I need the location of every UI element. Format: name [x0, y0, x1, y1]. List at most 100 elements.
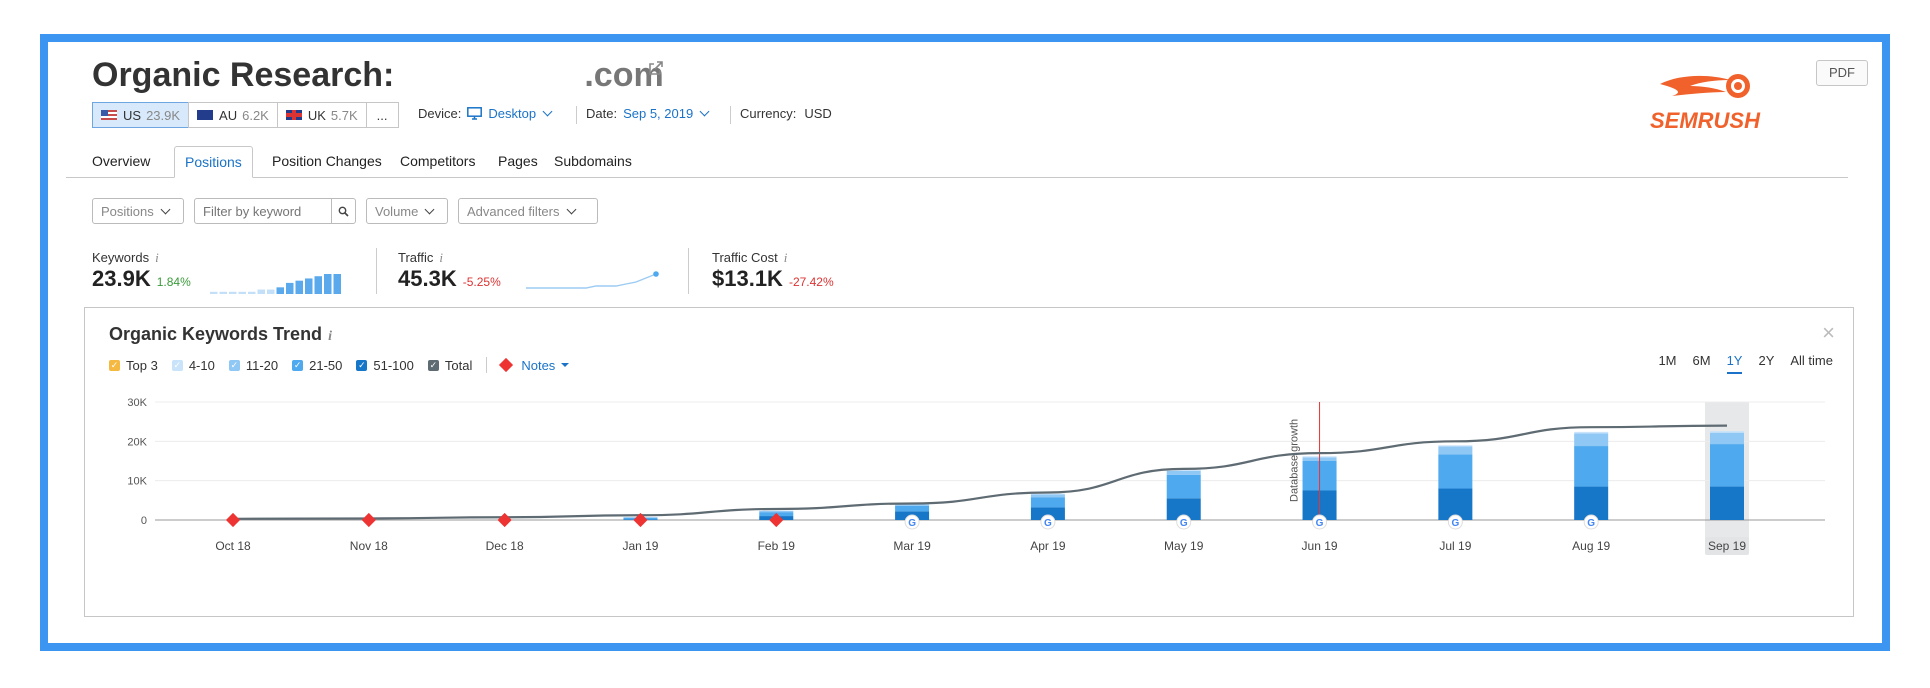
range-1y[interactable]: 1Y	[1726, 353, 1743, 374]
info-icon[interactable]: i	[783, 250, 788, 265]
trend-title: Organic Keywords Trend i	[109, 324, 332, 345]
external-link-icon[interactable]	[648, 60, 664, 76]
x-tick-label: Aug 19	[1572, 539, 1610, 553]
legend-21-50[interactable]: ✓ 21-50	[292, 358, 342, 373]
bar-segment-21-50[interactable]	[1166, 474, 1201, 499]
bar-segment-4-10[interactable]	[759, 510, 794, 512]
bar-segment-51-100[interactable]	[1030, 507, 1065, 520]
bar-segment-11-20[interactable]	[1574, 433, 1609, 447]
db-code: US	[123, 107, 142, 123]
note-marker-icon[interactable]	[769, 512, 784, 528]
pdf-button[interactable]: PDF	[1816, 60, 1868, 86]
range-1m[interactable]: 1M	[1658, 353, 1677, 368]
bar-segment-11-20[interactable]	[1710, 432, 1744, 445]
bar-segment-4-10[interactable]	[1030, 493, 1065, 495]
tab-position-changes[interactable]: Position Changes	[272, 153, 382, 169]
metric-label: Keywords	[92, 250, 150, 265]
range-all-time[interactable]: All time	[1790, 353, 1833, 368]
note-marker-icon[interactable]	[633, 512, 648, 528]
sparkline-bar	[267, 289, 275, 294]
bar-segment-21-50[interactable]	[895, 505, 930, 512]
bar-segment-51-100[interactable]	[1574, 486, 1609, 520]
tab-competitors[interactable]: Competitors	[400, 153, 476, 169]
more-databases-button[interactable]: ...	[365, 102, 399, 128]
total-line[interactable]	[232, 424, 1728, 520]
info-icon[interactable]: i	[155, 250, 159, 265]
bar-segment-11-20[interactable]	[895, 504, 930, 506]
sparkline-point	[653, 271, 659, 277]
device-selector[interactable]: Device: Desktop	[418, 106, 553, 121]
advanced-filters-dropdown[interactable]: Advanced filters	[458, 198, 598, 224]
divider	[576, 106, 577, 124]
db-tab-uk[interactable]: UK 5.7K	[276, 102, 367, 128]
bar-segment-11-20[interactable]	[1438, 446, 1473, 455]
db-tab-au[interactable]: AU 6.2K	[188, 102, 278, 128]
bar-segment-4-10[interactable]	[1438, 445, 1473, 447]
date-selector[interactable]: Date: Sep 5, 2019	[586, 106, 710, 121]
note-marker-icon[interactable]	[497, 512, 512, 528]
bar-segment-21-50[interactable]	[1438, 454, 1473, 489]
checkbox-icon: ✓	[292, 359, 304, 371]
bar-segment-21-50[interactable]	[1710, 444, 1744, 487]
note-marker-icon[interactable]	[361, 512, 376, 528]
bar-segment-21-50[interactable]	[1574, 446, 1609, 487]
positions-dropdown[interactable]: Positions	[92, 198, 184, 224]
legend-top3[interactable]: ✓ Top 3	[109, 358, 158, 373]
google-update-icon[interactable]: G	[1040, 514, 1056, 530]
legend-11-20[interactable]: ✓ 11-20	[228, 358, 278, 373]
google-badge	[1312, 514, 1328, 530]
db-tab-us[interactable]: US 23.9K	[92, 102, 190, 128]
traffic-cost-metric[interactable]: Traffic Cost i $13.1K -27.42%	[712, 250, 834, 292]
bar-segment-51-100[interactable]	[1710, 486, 1744, 520]
bar-segment-11-20[interactable]	[1030, 494, 1065, 498]
bar-segment-4-10[interactable]	[1710, 431, 1744, 433]
bar-segment-4-10[interactable]	[1574, 431, 1609, 434]
x-tick-label: Dec 18	[486, 539, 524, 553]
tab-overview[interactable]: Overview	[92, 153, 151, 169]
chevron-down-icon	[566, 204, 576, 214]
db-code: AU	[219, 107, 238, 123]
google-update-icon[interactable]: G	[904, 514, 920, 530]
legend-51-100[interactable]: ✓ 51-100	[356, 358, 414, 373]
db-count: 23.9K	[146, 107, 181, 123]
info-icon[interactable]: i	[328, 329, 332, 344]
db-code: UK	[307, 107, 326, 123]
sparkline-bar	[286, 282, 294, 294]
checkbox-icon: ✓	[356, 359, 368, 371]
report-tabs: Overview Positions Position Changes Comp…	[66, 146, 1848, 178]
keywords-metric[interactable]: Keywords i 23.9K 1.84%	[92, 250, 191, 292]
bar-segment-11-20[interactable]	[759, 510, 794, 513]
google-update-icon[interactable]: G	[1312, 514, 1328, 530]
google-update-icon[interactable]: G	[1447, 514, 1463, 530]
google-update-icon[interactable]: G	[1176, 514, 1192, 530]
keyword-search-input[interactable]	[195, 199, 331, 223]
range-6m[interactable]: 6M	[1692, 353, 1711, 368]
google-badge	[904, 514, 920, 530]
divider	[688, 248, 689, 294]
keyword-filter	[194, 198, 356, 224]
traffic-metric[interactable]: Traffic i 45.3K -5.25%	[398, 250, 501, 292]
bar-segment-21-50[interactable]	[1030, 497, 1065, 508]
google-badge	[1583, 514, 1599, 530]
x-tick-label: Nov 18	[350, 539, 388, 553]
legend-total[interactable]: ✓ Total	[427, 358, 472, 373]
close-icon[interactable]: ×	[1822, 320, 1835, 345]
search-button[interactable]	[331, 199, 355, 223]
tab-pages[interactable]: Pages	[498, 153, 538, 169]
volume-dropdown[interactable]: Volume	[366, 198, 448, 224]
positions-label: Positions	[101, 203, 154, 219]
legend-4-10[interactable]: ✓ 4-10	[171, 358, 215, 373]
range-2y[interactable]: 2Y	[1758, 353, 1775, 368]
note-marker-icon[interactable]	[225, 512, 241, 528]
keywords-trend-chart[interactable]: 0 10K 20K 30K Database growth Oct 18 Nov 18 Dec…	[85, 388, 1853, 616]
info-icon[interactable]: i	[439, 250, 444, 265]
metric-delta: -27.42%	[788, 275, 834, 289]
bar-segment-11-20[interactable]	[1166, 470, 1201, 475]
checkbox-icon: ✓	[109, 359, 120, 371]
tab-subdomains[interactable]: Subdomains	[554, 153, 632, 169]
bar-segment-51-100[interactable]	[1166, 498, 1201, 520]
tab-positions[interactable]: Positions	[174, 146, 253, 178]
bar-segment-4-10[interactable]	[1166, 469, 1201, 471]
google-update-icon[interactable]: G	[1583, 514, 1599, 530]
notes-dropdown[interactable]: Notes	[499, 358, 570, 373]
